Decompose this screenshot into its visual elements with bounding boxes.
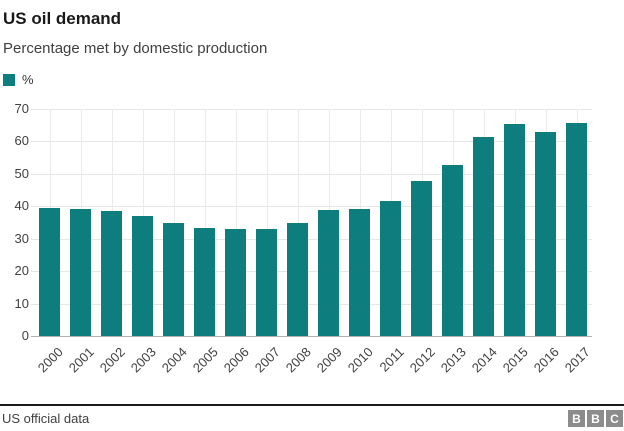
- chart-subtitle: Percentage met by domestic production: [3, 40, 268, 57]
- bar-chart: 0 10 20 30 40 50 60 70 2000 2001 2002 2003 2004 2005…: [0, 101, 624, 405]
- bar-2015: [504, 123, 525, 336]
- legend-swatch-icon: [3, 73, 15, 86]
- gridline-y-60: [31, 141, 592, 143]
- vertical-gridline-2006: [235, 109, 237, 336]
- x-axis-label-2005: 2005: [189, 344, 221, 376]
- bar-2002: [101, 210, 122, 336]
- bbc-logo-block: C: [606, 410, 623, 427]
- vertical-gridline-2007: [266, 109, 268, 336]
- bar-2012: [411, 180, 432, 336]
- bar-2011: [380, 201, 401, 336]
- x-axis-label-2001: 2001: [65, 344, 97, 376]
- gridline-y-40: [31, 206, 592, 208]
- x-axis-label-2015: 2015: [499, 344, 531, 376]
- vertical-gridline-2008: [297, 109, 299, 336]
- x-axis-label-2009: 2009: [313, 344, 345, 376]
- x-axis-label-2008: 2008: [282, 344, 314, 376]
- y-axis-label-50: 50: [14, 165, 29, 181]
- bar-2013: [442, 164, 463, 336]
- x-axis-label-2007: 2007: [251, 344, 283, 376]
- x-axis-label-2002: 2002: [96, 344, 128, 376]
- x-axis-label-2000: 2000: [34, 344, 66, 376]
- x-axis-label-2011: 2011: [376, 344, 407, 375]
- x-axis-label-2014: 2014: [468, 344, 500, 376]
- gridline-y-70: [31, 109, 592, 110]
- bar-2010: [349, 208, 370, 336]
- x-axis-label-2004: 2004: [158, 344, 190, 376]
- legend: %: [3, 72, 624, 87]
- x-axis-baseline: [31, 336, 592, 337]
- y-axis-label-60: 60: [14, 133, 29, 149]
- bar-2017: [566, 123, 587, 336]
- legend-label: %: [22, 72, 34, 87]
- y-axis-label-20: 20: [14, 263, 29, 279]
- gridline-y-30: [31, 238, 592, 240]
- y-axis-label-70: 70: [14, 101, 29, 116]
- y-axis-label-10: 10: [14, 295, 29, 311]
- gridline-y-10: [31, 303, 592, 305]
- vertical-gridline-2005: [204, 109, 206, 336]
- bbc-logo-block: B: [568, 410, 585, 427]
- y-axis-label-40: 40: [14, 198, 29, 214]
- chart-header: US oil demand Percentage met by domestic…: [0, 0, 624, 57]
- x-axis-label-2013: 2013: [437, 344, 469, 376]
- plot-area: 2000 2001 2002 2003 2004 2005 2006 2007 2008 2009…: [31, 109, 592, 375]
- x-axis-label-2016: 2016: [530, 344, 562, 376]
- y-axis-label-30: 30: [14, 230, 29, 246]
- chart-title: US oil demand: [3, 9, 122, 28]
- bar-2000: [39, 207, 60, 336]
- bar-2008: [287, 223, 308, 336]
- bar-2009: [318, 210, 339, 336]
- x-axis-label-2012: 2012: [406, 344, 438, 376]
- gridline-y-20: [31, 271, 592, 273]
- y-axis-label-0: 0: [21, 328, 29, 343]
- bar-2004: [163, 222, 184, 336]
- source-label: US official data: [2, 411, 90, 426]
- bar-2016: [535, 132, 556, 336]
- y-axis: 0 10 20 30 40 50 60 70: [0, 101, 29, 343]
- x-axis-label-2006: 2006: [220, 344, 252, 376]
- bar-2014: [473, 136, 494, 336]
- bar-2006: [225, 229, 246, 336]
- x-axis-label-2017: 2017: [561, 344, 593, 376]
- x-axis-label-2010: 2010: [344, 344, 376, 376]
- bar-2005: [194, 228, 215, 336]
- bar-2001: [70, 209, 91, 336]
- bar-2003: [132, 216, 153, 336]
- bbc-logo-block: B: [587, 410, 604, 427]
- gridline-y-50: [31, 173, 592, 175]
- bar-2007: [256, 228, 277, 336]
- x-axis-label-2003: 2003: [127, 344, 159, 376]
